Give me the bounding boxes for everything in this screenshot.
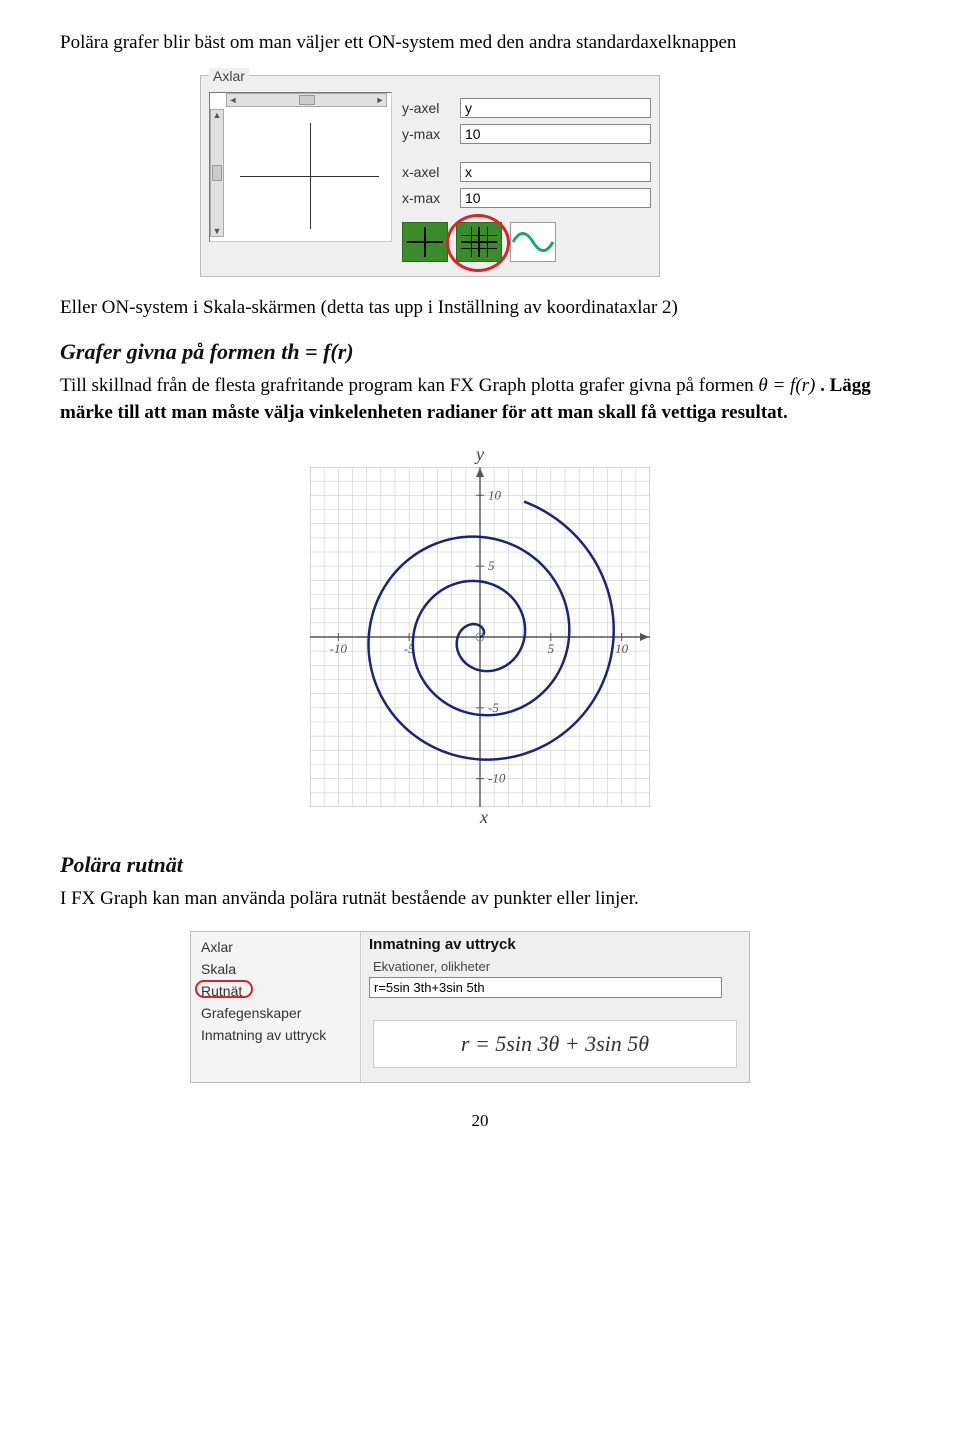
vscroll-thumb[interactable] <box>212 165 222 181</box>
settings-sidebar: AxlarSkalaRutnätGrafegenskaperInmatning … <box>191 932 361 1082</box>
x-axis-label: x-axel <box>402 164 454 180</box>
scroll-right-icon[interactable]: ► <box>374 95 386 105</box>
spiral-svg: -10-5510-10-5510 <box>310 467 650 807</box>
svg-text:-10: -10 <box>330 641 348 656</box>
equations-sublabel: Ekvationer, olikheter <box>373 959 741 974</box>
sidebar-item-grafegenskaper[interactable]: Grafegenskaper <box>191 1002 360 1024</box>
annotation-circle-icon <box>195 980 253 998</box>
spiral-chart: y -10-5510-10-5510 x <box>290 444 670 828</box>
section1-paragraph: Till skillnad från de flesta grafritande… <box>60 373 900 426</box>
x-max-label: x-max <box>402 190 454 206</box>
settings-right-panel: Inmatning av uttryck Ekvationer, olikhet… <box>361 932 749 1082</box>
spiral-xlabel: x <box>480 807 488 828</box>
scroll-down-icon[interactable]: ▼ <box>213 226 222 236</box>
svg-text:10: 10 <box>488 488 502 503</box>
scroll-left-icon[interactable]: ◄ <box>227 95 239 105</box>
svg-text:5: 5 <box>548 641 555 656</box>
right-panel-title: Inmatning av uttryck <box>369 936 741 953</box>
mode-sine-button[interactable] <box>510 222 556 262</box>
rendered-expression: r = 5sin 3θ + 3sin 5θ <box>373 1020 737 1068</box>
x-max-input[interactable] <box>460 188 651 208</box>
svg-text:10: 10 <box>615 641 629 656</box>
svg-text:-5: -5 <box>488 700 499 715</box>
y-max-input[interactable] <box>460 124 651 144</box>
sidebar-item-inmatning-av-uttryck[interactable]: Inmatning av uttryck <box>191 1024 360 1046</box>
section-heading-th-fr: Grafer givna på formen th = f(r) <box>60 339 900 365</box>
sidebar-item-rutnät[interactable]: Rutnät <box>191 980 360 1002</box>
axes-dialog: Axlar ◄ ► ▲ ▼ y-axel y-max <box>200 75 660 277</box>
after-dialog-paragraph: Eller ON-system i Skala-skärmen (detta t… <box>60 295 900 322</box>
intro-paragraph: Polära grafer blir bäst om man väljer et… <box>60 30 900 57</box>
scroll-up-icon[interactable]: ▲ <box>213 110 222 120</box>
mode-simple-grid-button[interactable] <box>402 222 448 262</box>
sidebar-item-axlar[interactable]: Axlar <box>191 936 360 958</box>
x-axis-input[interactable] <box>460 162 651 182</box>
axes-group-label: Axlar <box>209 68 249 84</box>
vscrollbar[interactable]: ▲ ▼ <box>210 109 224 237</box>
page-number: 20 <box>60 1111 900 1131</box>
hscroll-thumb[interactable] <box>299 95 315 105</box>
sidebar-item-skala[interactable]: Skala <box>191 958 360 980</box>
hscrollbar[interactable]: ◄ ► <box>226 93 387 107</box>
section1-text-1: Till skillnad från de flesta grafritande… <box>60 375 758 396</box>
svg-text:-10: -10 <box>488 771 506 786</box>
spiral-ylabel: y <box>290 444 670 465</box>
section-heading-polar-grid: Polära rutnät <box>60 852 900 878</box>
y-axis-input[interactable] <box>460 98 651 118</box>
settings-dialog: AxlarSkalaRutnätGrafegenskaperInmatning … <box>190 931 750 1083</box>
expression-input[interactable] <box>369 977 722 998</box>
y-axis-label: y-axel <box>402 100 454 116</box>
axis-preview-panel: ◄ ► ▲ ▼ <box>209 92 392 242</box>
axis-cross-icon <box>240 123 379 229</box>
mode-on-grid-button[interactable] <box>456 222 502 262</box>
axis-mode-buttons <box>402 222 651 262</box>
section1-formula: θ = f(r) <box>758 375 815 396</box>
svg-text:5: 5 <box>488 559 495 574</box>
section2-paragraph: I FX Graph kan man använda polära rutnät… <box>60 886 900 913</box>
y-max-label: y-max <box>402 126 454 142</box>
